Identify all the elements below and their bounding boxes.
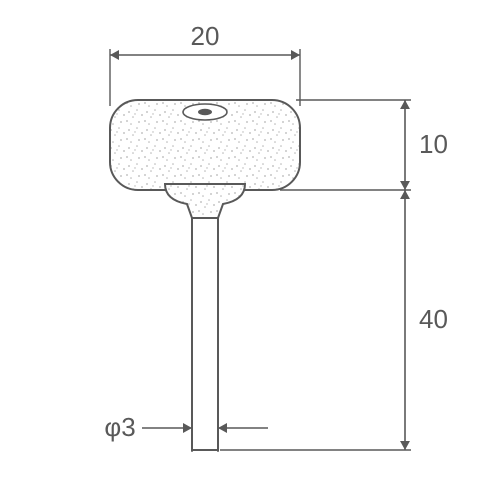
dim-shaft-length-label: 40 [419,304,448,334]
dim-diameter-label: φ3 [104,412,135,442]
dimension-drawing: 20 10 40 φ3 [0,0,500,500]
neck [165,184,245,218]
dim-width-label: 20 [191,21,220,51]
head-screw-hole [198,109,212,115]
shaft [192,218,218,450]
dim-head-height-label: 10 [419,129,448,159]
